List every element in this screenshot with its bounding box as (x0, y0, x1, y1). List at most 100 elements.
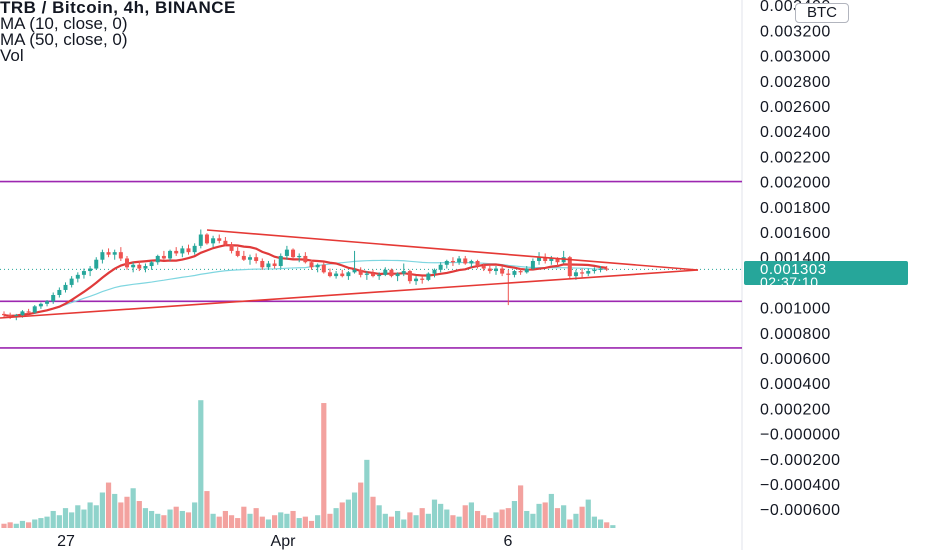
legend-ma10[interactable]: MA (10, close, 0) (0, 14, 128, 33)
volume-bar (118, 502, 124, 528)
candle-body (414, 278, 419, 282)
volume-bar (573, 513, 579, 528)
candle-body (475, 260, 480, 267)
candle-body (438, 264, 443, 270)
volume-bar (167, 509, 173, 528)
candle-body (555, 258, 560, 263)
y-tick-label: 0.000600 (760, 351, 831, 368)
y-tick-label: −0.000200 (760, 452, 841, 469)
y-tick-label: 0.000400 (760, 376, 831, 393)
candle-body (149, 262, 154, 267)
candle-body (334, 273, 339, 277)
candle-body (198, 234, 203, 246)
volume-bar (265, 519, 272, 528)
volume-bar (585, 499, 591, 528)
volume-bar (407, 512, 413, 528)
volume-bar (32, 519, 38, 528)
y-tick-label: 0.001800 (760, 200, 831, 217)
candle-body (100, 252, 105, 260)
candle-body (20, 311, 25, 316)
lower-trendline (0, 269, 699, 319)
candle-body (241, 255, 246, 260)
volume-bar (431, 499, 438, 528)
volume-bar (56, 515, 62, 528)
volume-bar (50, 510, 56, 528)
candle-body (137, 264, 142, 269)
volume-bar (130, 488, 136, 528)
volume-bar (253, 508, 259, 528)
volume-bar (105, 482, 112, 528)
candle-body (401, 271, 406, 274)
candle-body (51, 295, 56, 302)
volume-bar (87, 502, 93, 528)
legend-symbol[interactable]: TRB / Bitcoin, 4h, BINANCE (0, 0, 236, 17)
volume-bar (345, 499, 351, 528)
y-tick-label: 0.002200 (760, 149, 831, 166)
legend-ma50[interactable]: MA (50, close, 0) (0, 30, 128, 49)
volume-bar (370, 496, 376, 528)
candle-body (580, 272, 585, 274)
y-tick-label: 0.000800 (760, 326, 831, 343)
candle-body (88, 268, 93, 272)
candle-body (45, 301, 50, 304)
candle-body (573, 272, 578, 277)
candle-body (604, 268, 609, 270)
volume-bar (99, 492, 105, 528)
candle-body (278, 255, 283, 267)
volume-bar (272, 515, 278, 528)
ma50-line (3, 259, 607, 317)
volume-bar (259, 516, 265, 528)
candle-body (155, 255, 160, 263)
currency-badge[interactable]: BTC (795, 3, 849, 23)
volume-bar (462, 505, 468, 528)
volume-bar (204, 491, 210, 528)
volume-bar (554, 508, 561, 528)
volume-bar (278, 512, 284, 528)
price-tag-countdown: 02:37:10 (760, 274, 819, 290)
volume-bar (69, 512, 75, 528)
candle-body (346, 272, 351, 277)
volume-bar (481, 515, 487, 528)
candle-body (143, 266, 148, 269)
candle-body (57, 289, 62, 295)
volume-bar (450, 515, 456, 528)
volume-bar (388, 516, 395, 528)
volume-bar (161, 515, 167, 528)
volume-bar (511, 501, 518, 528)
volume-bar (124, 496, 130, 528)
candle-body (444, 260, 449, 265)
candle-body (223, 240, 228, 245)
candle-body (352, 269, 357, 273)
volume-bar (93, 505, 99, 528)
y-tick-label: 0.003000 (760, 49, 831, 66)
volume-bar (179, 510, 185, 528)
volume-bar (308, 520, 315, 528)
candle-body (204, 234, 209, 244)
volume-bar (142, 508, 149, 528)
candle-body (94, 259, 99, 269)
volume-bar (198, 400, 204, 528)
y-tick-label: 0.002600 (760, 99, 831, 116)
candle-body (63, 284, 68, 290)
candle-body (512, 271, 517, 275)
volume-bar (216, 516, 222, 528)
candle-body (321, 264, 326, 273)
volume-bar (228, 515, 235, 528)
volume-bar (296, 518, 302, 528)
volume-bar (173, 506, 179, 528)
candle-body (371, 273, 375, 277)
volume-bar (536, 503, 542, 528)
volume-bar (112, 493, 118, 528)
candle-body (518, 271, 523, 273)
candle-body (592, 269, 597, 272)
candle-body (463, 258, 468, 264)
candle-body (297, 255, 302, 258)
volume-bar (401, 519, 407, 528)
volume-bar (493, 512, 499, 528)
volume-bar (382, 513, 388, 528)
candle-body (168, 250, 173, 259)
legend-volume[interactable]: Vol (0, 46, 24, 65)
upper-trendline (206, 229, 699, 271)
